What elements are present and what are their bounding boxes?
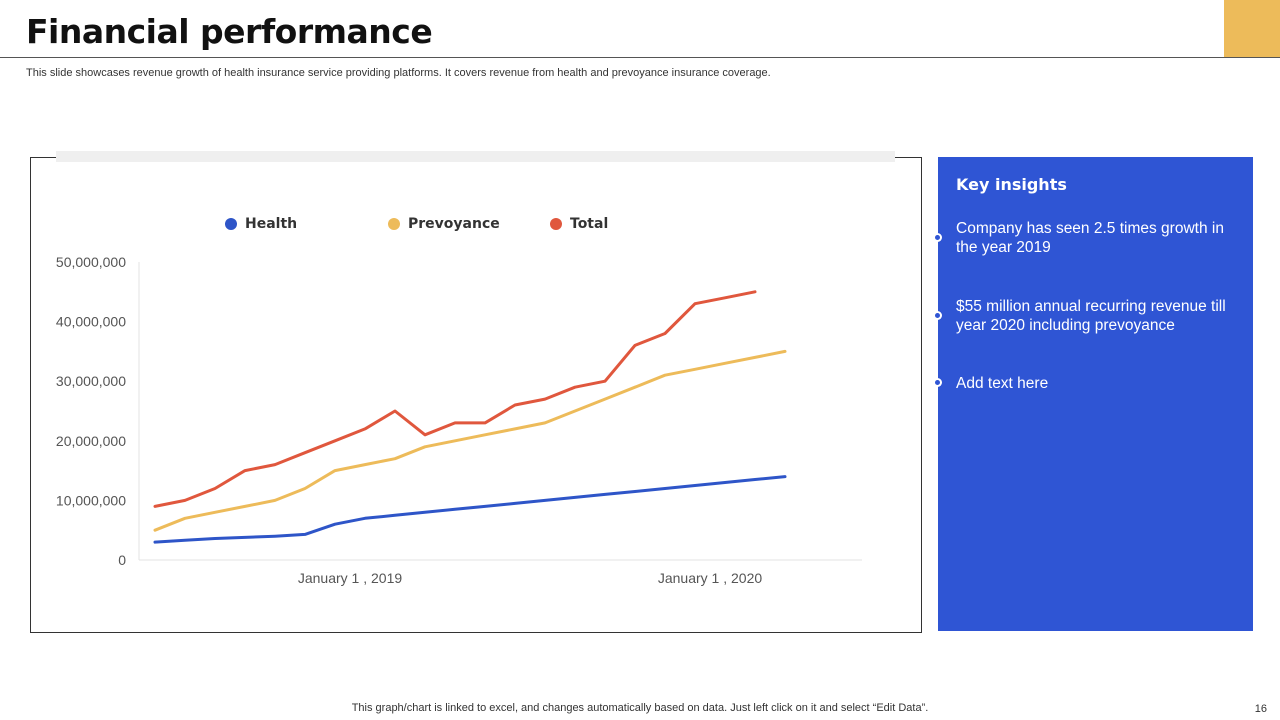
x-tick-label: January 1 , 2020: [658, 570, 763, 586]
y-tick-label: 40,000,000: [56, 314, 126, 330]
key-insights-title: Key insights: [956, 175, 1067, 194]
slide-description: This slide showcases revenue growth of h…: [26, 67, 771, 79]
legend-label-prevoyance: Prevoyance: [408, 216, 500, 232]
page-title: Financial performance: [26, 12, 433, 51]
insight-item-1: Company has seen 2.5 times growth in the…: [956, 220, 1224, 256]
chart-header-bar: [56, 151, 895, 162]
series-line-prevoyance[interactable]: [153, 349, 787, 532]
y-tick-label: 10,000,000: [56, 492, 126, 508]
title-divider: [0, 57, 1280, 58]
accent-block: [1224, 0, 1280, 57]
y-tick-label: 20,000,000: [56, 433, 126, 449]
insight-item-2: $55 million annual recurring revenue til…: [956, 298, 1226, 334]
page-number: 16: [1254, 703, 1267, 715]
insight-bullet: [933, 233, 942, 242]
key-insights-panel: [938, 157, 1253, 631]
legend-label-total: Total: [570, 216, 609, 232]
chart-footnote: This graph/chart is linked to excel, and…: [351, 702, 929, 714]
legend-item-prevoyance[interactable]: Prevoyance: [388, 216, 500, 232]
legend-marker-total: [550, 218, 562, 230]
insight-item-3: Add text here: [956, 375, 1049, 392]
y-tick-label: 50,000,000: [56, 254, 126, 270]
legend-label-health: Health: [245, 216, 298, 232]
y-tick-label: 0: [118, 552, 126, 568]
series-line-health[interactable]: [153, 475, 787, 544]
insight-bullet: [933, 311, 942, 320]
series-line-total[interactable]: [153, 290, 757, 508]
legend-item-health[interactable]: Health: [225, 216, 297, 232]
y-tick-label: 30,000,000: [56, 373, 126, 389]
legend-marker-health: [225, 218, 237, 230]
insight-bullet: [933, 378, 942, 387]
x-tick-label: January 1 , 2019: [298, 570, 403, 586]
legend-marker-prevoyance: [388, 218, 400, 230]
legend-item-total[interactable]: Total: [550, 216, 608, 232]
